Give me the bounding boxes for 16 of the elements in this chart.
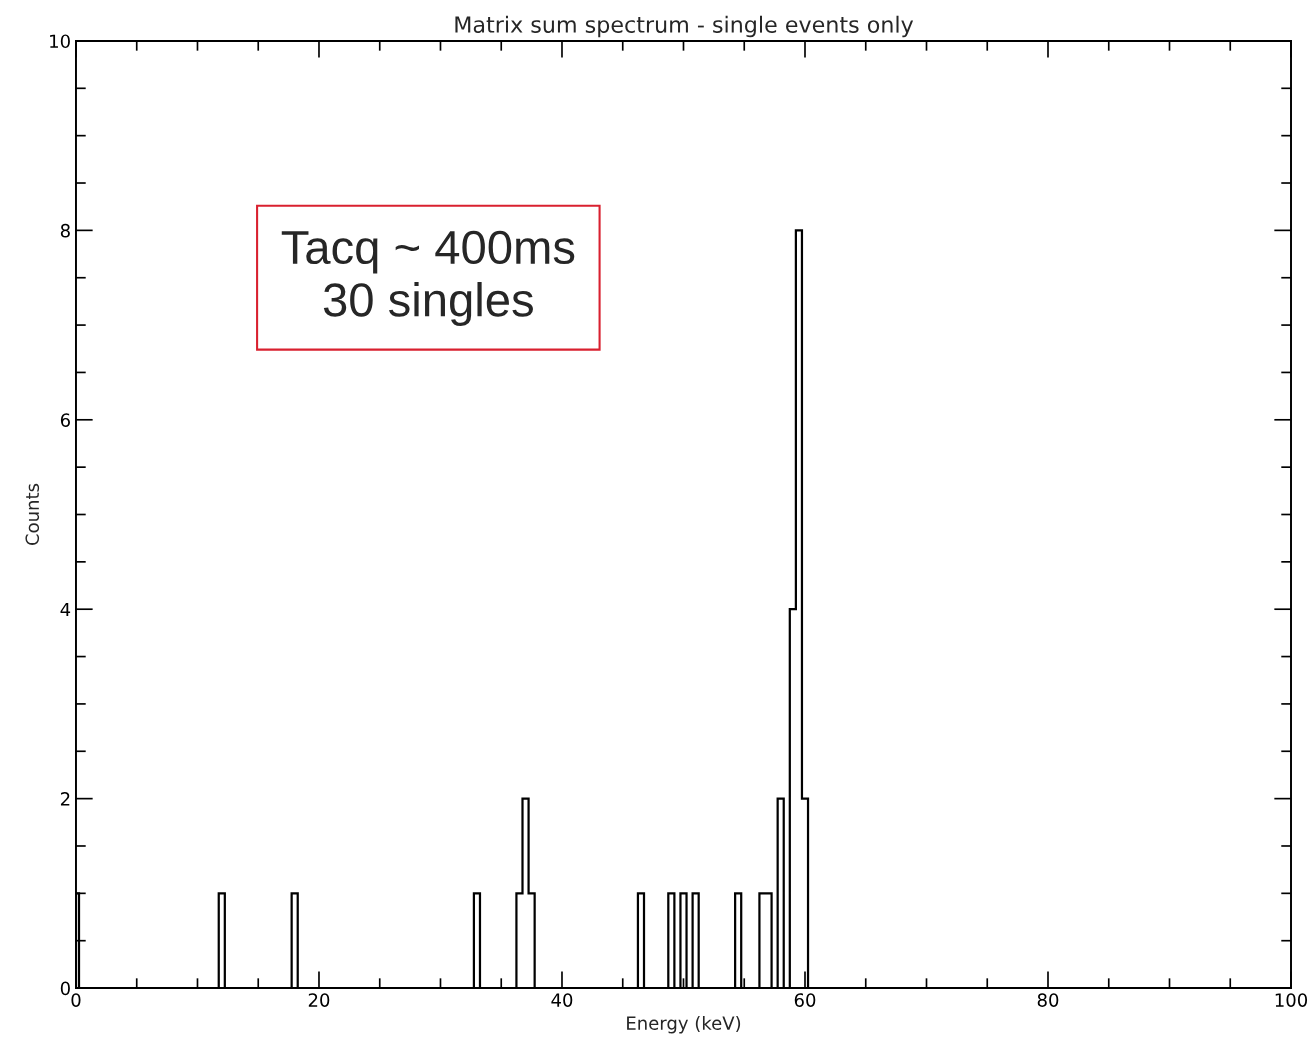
- chart-title: Matrix sum spectrum - single events only: [455, 15, 914, 38]
- x-tick-label: 0: [71, 993, 81, 1007]
- x-tick-label: 80: [1037, 993, 1059, 1007]
- x-tick-label: 20: [308, 993, 330, 1007]
- x-axis-title: Energy (keV): [627, 1015, 741, 1034]
- x-tick-label: 40: [551, 993, 573, 1007]
- y-tick-label: 8: [60, 223, 70, 238]
- y-tick-label: 10: [50, 34, 70, 49]
- annotation: Tacq ~ 400ms 30 singles: [281, 230, 575, 327]
- x-tick-label: 60: [794, 993, 816, 1007]
- y-tick-label: 6: [60, 413, 70, 427]
- x-tick-label: 100: [1275, 993, 1308, 1007]
- y-tick-label: 2: [60, 792, 70, 806]
- y-tick-label: 4: [60, 602, 71, 617]
- y-axis-title: Counts: [25, 483, 40, 545]
- y-tick-label: 0: [60, 981, 70, 996]
